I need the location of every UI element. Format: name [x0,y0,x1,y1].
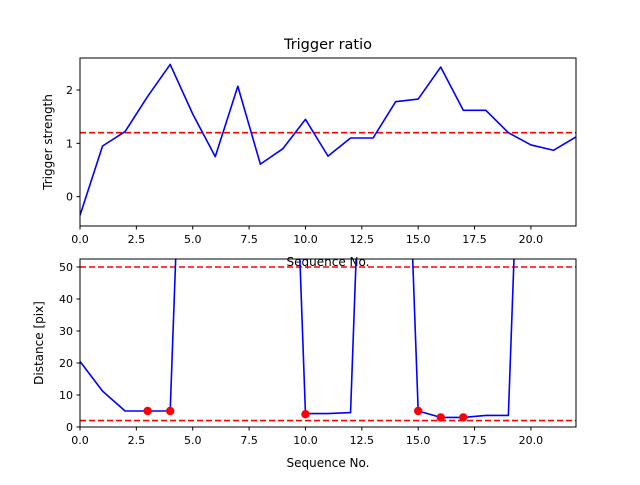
y-tick-label: 0 [66,421,73,434]
trigger-ratio-ylabel: Trigger strength [41,94,55,191]
data-point-marker [301,410,310,419]
y-tick-label: 2 [66,84,73,97]
axes-frame [79,258,577,428]
axes-frame [79,57,577,227]
x-tick-label: 10.0 [293,233,318,246]
data-point-marker [143,406,152,416]
axes: 0.0 2.5 5.0 7.5 10.0 12.5 15.0 17.5 20.0 0 10 20 30 4… [59,258,577,447]
x-tick-label: 5.0 [184,233,202,246]
x-tick-label: 7.5 [240,434,258,447]
threshold-lines [80,266,576,422]
y-tick-label: 0 [66,191,73,204]
distance-plot: 0.0 2.5 5.0 7.5 10.0 12.5 15.0 17.5 20.0 0 10 20 30 4… [32,258,577,470]
x-tick-label: 17.5 [462,434,487,447]
x-tick-label: 5.0 [184,434,202,447]
data-point-marker [459,413,468,422]
x-tick-label: 0.0 [71,233,89,246]
series-line [80,63,576,216]
trigger-ratio-title: Trigger ratio [283,37,372,53]
y-tick-label: 1 [66,137,73,150]
x-tick-label: 2.5 [128,233,146,246]
data-point-marker [165,406,175,416]
x-tick-label: 12.5 [350,233,375,246]
x-tick-label: 2.5 [128,434,146,447]
marker-group [143,406,468,422]
x-tick-label: 20.0 [519,434,544,447]
x-tick-label: 0.0 [71,434,89,447]
data-point-marker [436,413,445,422]
x-tick-label: 17.5 [462,233,487,246]
distance-ylabel: Distance [pix] [32,301,46,385]
x-tick-label: 20.0 [519,233,544,246]
y-tick-label: 30 [59,325,73,338]
distance-xlabel: Sequence No. [287,456,370,470]
x-tick-label: 10.0 [293,434,318,447]
y-tick-label: 20 [59,357,73,370]
y-tick-label: 10 [59,389,73,402]
series-group [80,63,576,216]
data-point-marker [413,406,423,416]
y-tick-label: 50 [59,261,73,274]
x-tick-label: 12.5 [350,434,375,447]
x-tick-label: 15.0 [406,434,431,447]
axes: 0.0 2.5 5.0 7.5 10.0 12.5 15.0 17.5 20.0 0 1 2 [66,57,577,246]
x-tick-label: 15.0 [406,233,431,246]
x-tick-label: 7.5 [240,233,258,246]
y-tick-label: 40 [59,293,73,306]
